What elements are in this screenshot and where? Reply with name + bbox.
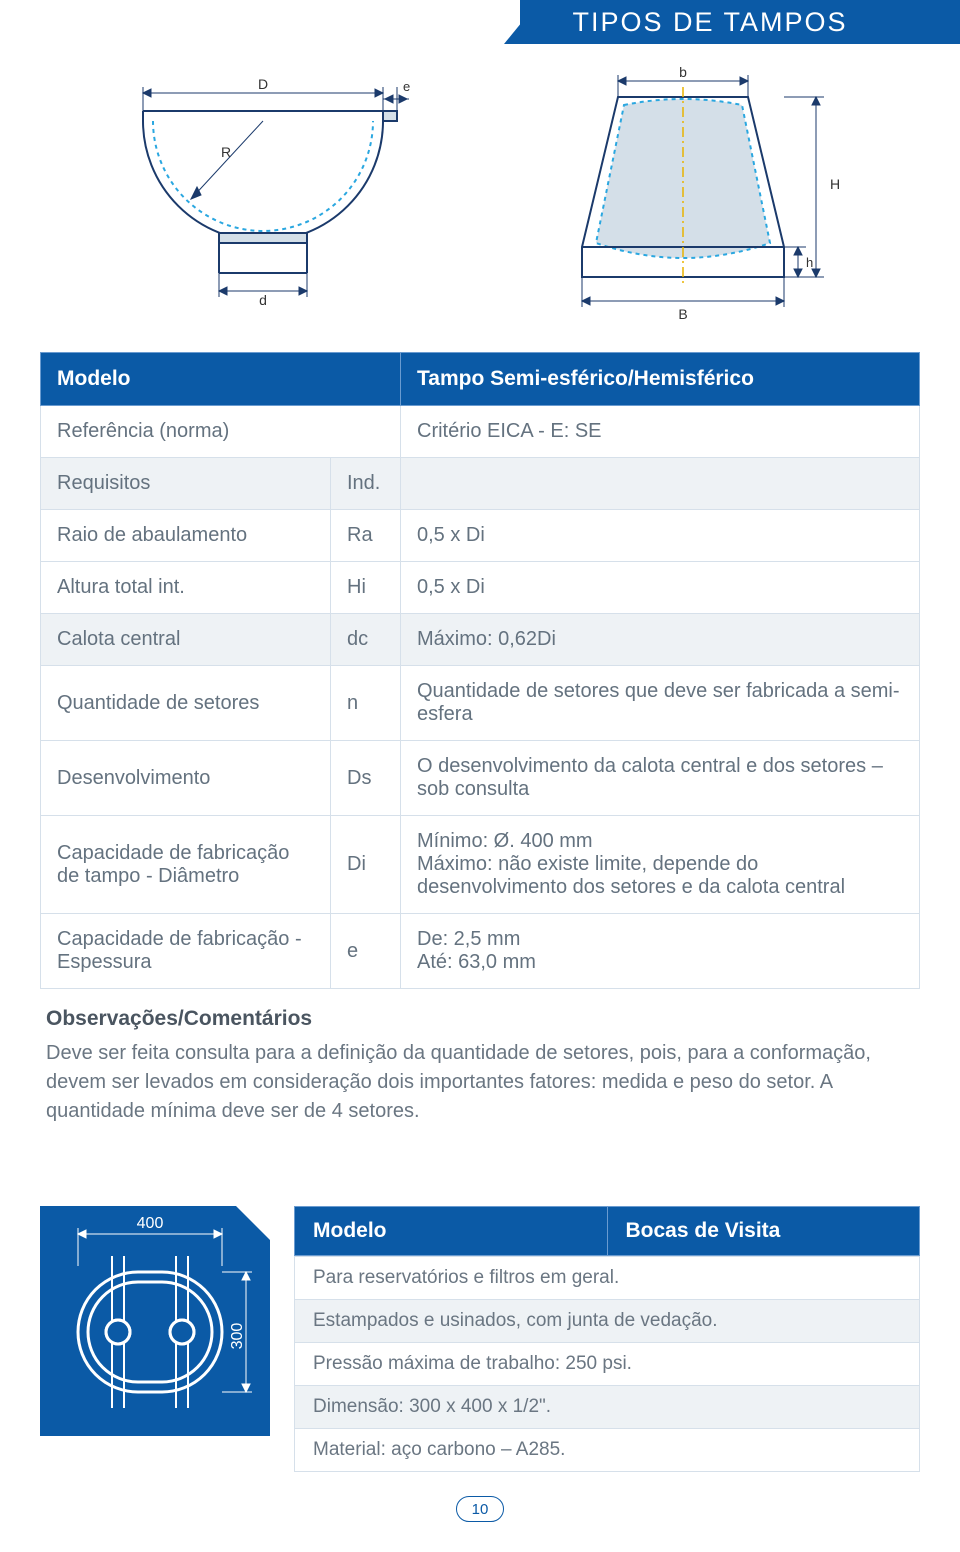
spec-value	[401, 458, 920, 510]
bottom-h2: Bocas de Visita	[607, 1207, 920, 1256]
spec-label: Capacidade de fabricação de tampo - Diâm…	[41, 816, 331, 914]
spec-value: Quantidade de setores que deve ser fabri…	[401, 666, 920, 741]
spec-row: Capacidade de fabricação de tampo - Diâm…	[41, 816, 920, 914]
label-d: d	[259, 292, 267, 308]
diagram-hemispherical: D e R d	[103, 77, 433, 317]
spec-label: Capacidade de fabricação - Espessura	[41, 914, 331, 989]
spec-row: Referência (norma)Critério EICA - E: SE	[41, 406, 920, 458]
label-D: D	[257, 77, 267, 92]
spec-value: 0,5 x Di	[401, 562, 920, 614]
spec-symbol: Ds	[331, 741, 401, 816]
spec-symbol: Hi	[331, 562, 401, 614]
spec-symbol: Di	[331, 816, 401, 914]
fig-dim-w: 400	[137, 1215, 164, 1232]
label-R: R	[221, 144, 231, 160]
label-B: B	[678, 306, 687, 322]
spec-symbol: Ra	[331, 510, 401, 562]
spec-symbol: n	[331, 666, 401, 741]
bottom-row: Estampados e usinados, com junta de veda…	[295, 1300, 920, 1343]
bottom-value: Estampados e usinados, com junta de veda…	[295, 1300, 920, 1343]
bottom-value: Para reservatórios e filtros em geral.	[295, 1257, 920, 1300]
bottom-rows-table: Para reservatórios e filtros em geral.Es…	[294, 1256, 920, 1472]
manhole-figure: 400 300	[40, 1206, 270, 1436]
bottom-value: Pressão máxima de trabalho: 250 psi.	[295, 1343, 920, 1386]
bottom-header-table: Modelo Bocas de Visita	[294, 1206, 920, 1256]
spec-row: Altura total int.Hi0,5 x Di	[41, 562, 920, 614]
spec-symbol: e	[331, 914, 401, 989]
spec-row: DesenvolvimentoDsO desenvolvimento da ca…	[41, 741, 920, 816]
page-number: 10	[456, 1496, 504, 1522]
spec-row: Capacidade de fabricação - EspessuraeDe:…	[41, 914, 920, 989]
spec-row: RequisitosInd.	[41, 458, 920, 510]
bottom-h1: Modelo	[295, 1207, 608, 1256]
fig-dim-h: 300	[229, 1323, 246, 1350]
observations-text: Deve ser feita consulta para a definição…	[40, 1039, 920, 1146]
spec-label: Referência (norma)	[41, 406, 401, 458]
bottom-section: 400 300	[40, 1206, 920, 1472]
spec-value: Máximo: 0,62Di	[401, 614, 920, 666]
spec-label: Calota central	[41, 614, 331, 666]
label-b: b	[679, 67, 687, 80]
spec-label: Raio de abaulamento	[41, 510, 331, 562]
label-h: h	[806, 255, 813, 270]
label-e: e	[403, 79, 410, 94]
bottom-value: Dimensão: 300 x 400 x 1/2".	[295, 1386, 920, 1429]
spec-h2: Tampo Semi-esférico/Hemisférico	[401, 353, 920, 406]
spec-label: Quantidade de setores	[41, 666, 331, 741]
spec-row: Raio de abaulamentoRa0,5 x Di	[41, 510, 920, 562]
spec-value: 0,5 x Di	[401, 510, 920, 562]
spec-row: Calota centraldcMáximo: 0,62Di	[41, 614, 920, 666]
diagram-conical: b H h	[558, 67, 858, 327]
diagrams-row: D e R d	[40, 62, 920, 332]
spec-value: O desenvolvimento da calota central e do…	[401, 741, 920, 816]
header-ribbon: TIPOS DE TAMPOS	[0, 0, 960, 50]
spec-symbol: Ind.	[331, 458, 401, 510]
spec-label: Altura total int.	[41, 562, 331, 614]
bottom-row: Para reservatórios e filtros em geral.	[295, 1257, 920, 1300]
spec-label: Desenvolvimento	[41, 741, 331, 816]
bottom-row: Pressão máxima de trabalho: 250 psi.	[295, 1343, 920, 1386]
spec-row: Quantidade de setoresnQuantidade de seto…	[41, 666, 920, 741]
bottom-row: Dimensão: 300 x 400 x 1/2".	[295, 1386, 920, 1429]
spec-section: EICa Modelo Tampo Semi-esférico/Hemisfér…	[40, 352, 920, 1146]
spec-value: De: 2,5 mmAté: 63,0 mm	[401, 914, 920, 989]
ribbon-title: TIPOS DE TAMPOS	[520, 0, 960, 44]
label-H: H	[830, 176, 840, 192]
bottom-value: Material: aço carbono – A285.	[295, 1429, 920, 1472]
spec-symbol: dc	[331, 614, 401, 666]
observations-heading: Observações/Comentários	[40, 989, 920, 1039]
spec-label: Requisitos	[41, 458, 331, 510]
spec-header-row: Modelo Tampo Semi-esférico/Hemisférico	[41, 353, 920, 406]
bottom-row: Material: aço carbono – A285.	[295, 1429, 920, 1472]
spec-table: Modelo Tampo Semi-esférico/Hemisférico R…	[40, 352, 920, 989]
spec-h1: Modelo	[41, 353, 401, 406]
spec-value: Critério EICA - E: SE	[401, 406, 920, 458]
spec-value: Mínimo: Ø. 400 mmMáximo: não existe limi…	[401, 816, 920, 914]
